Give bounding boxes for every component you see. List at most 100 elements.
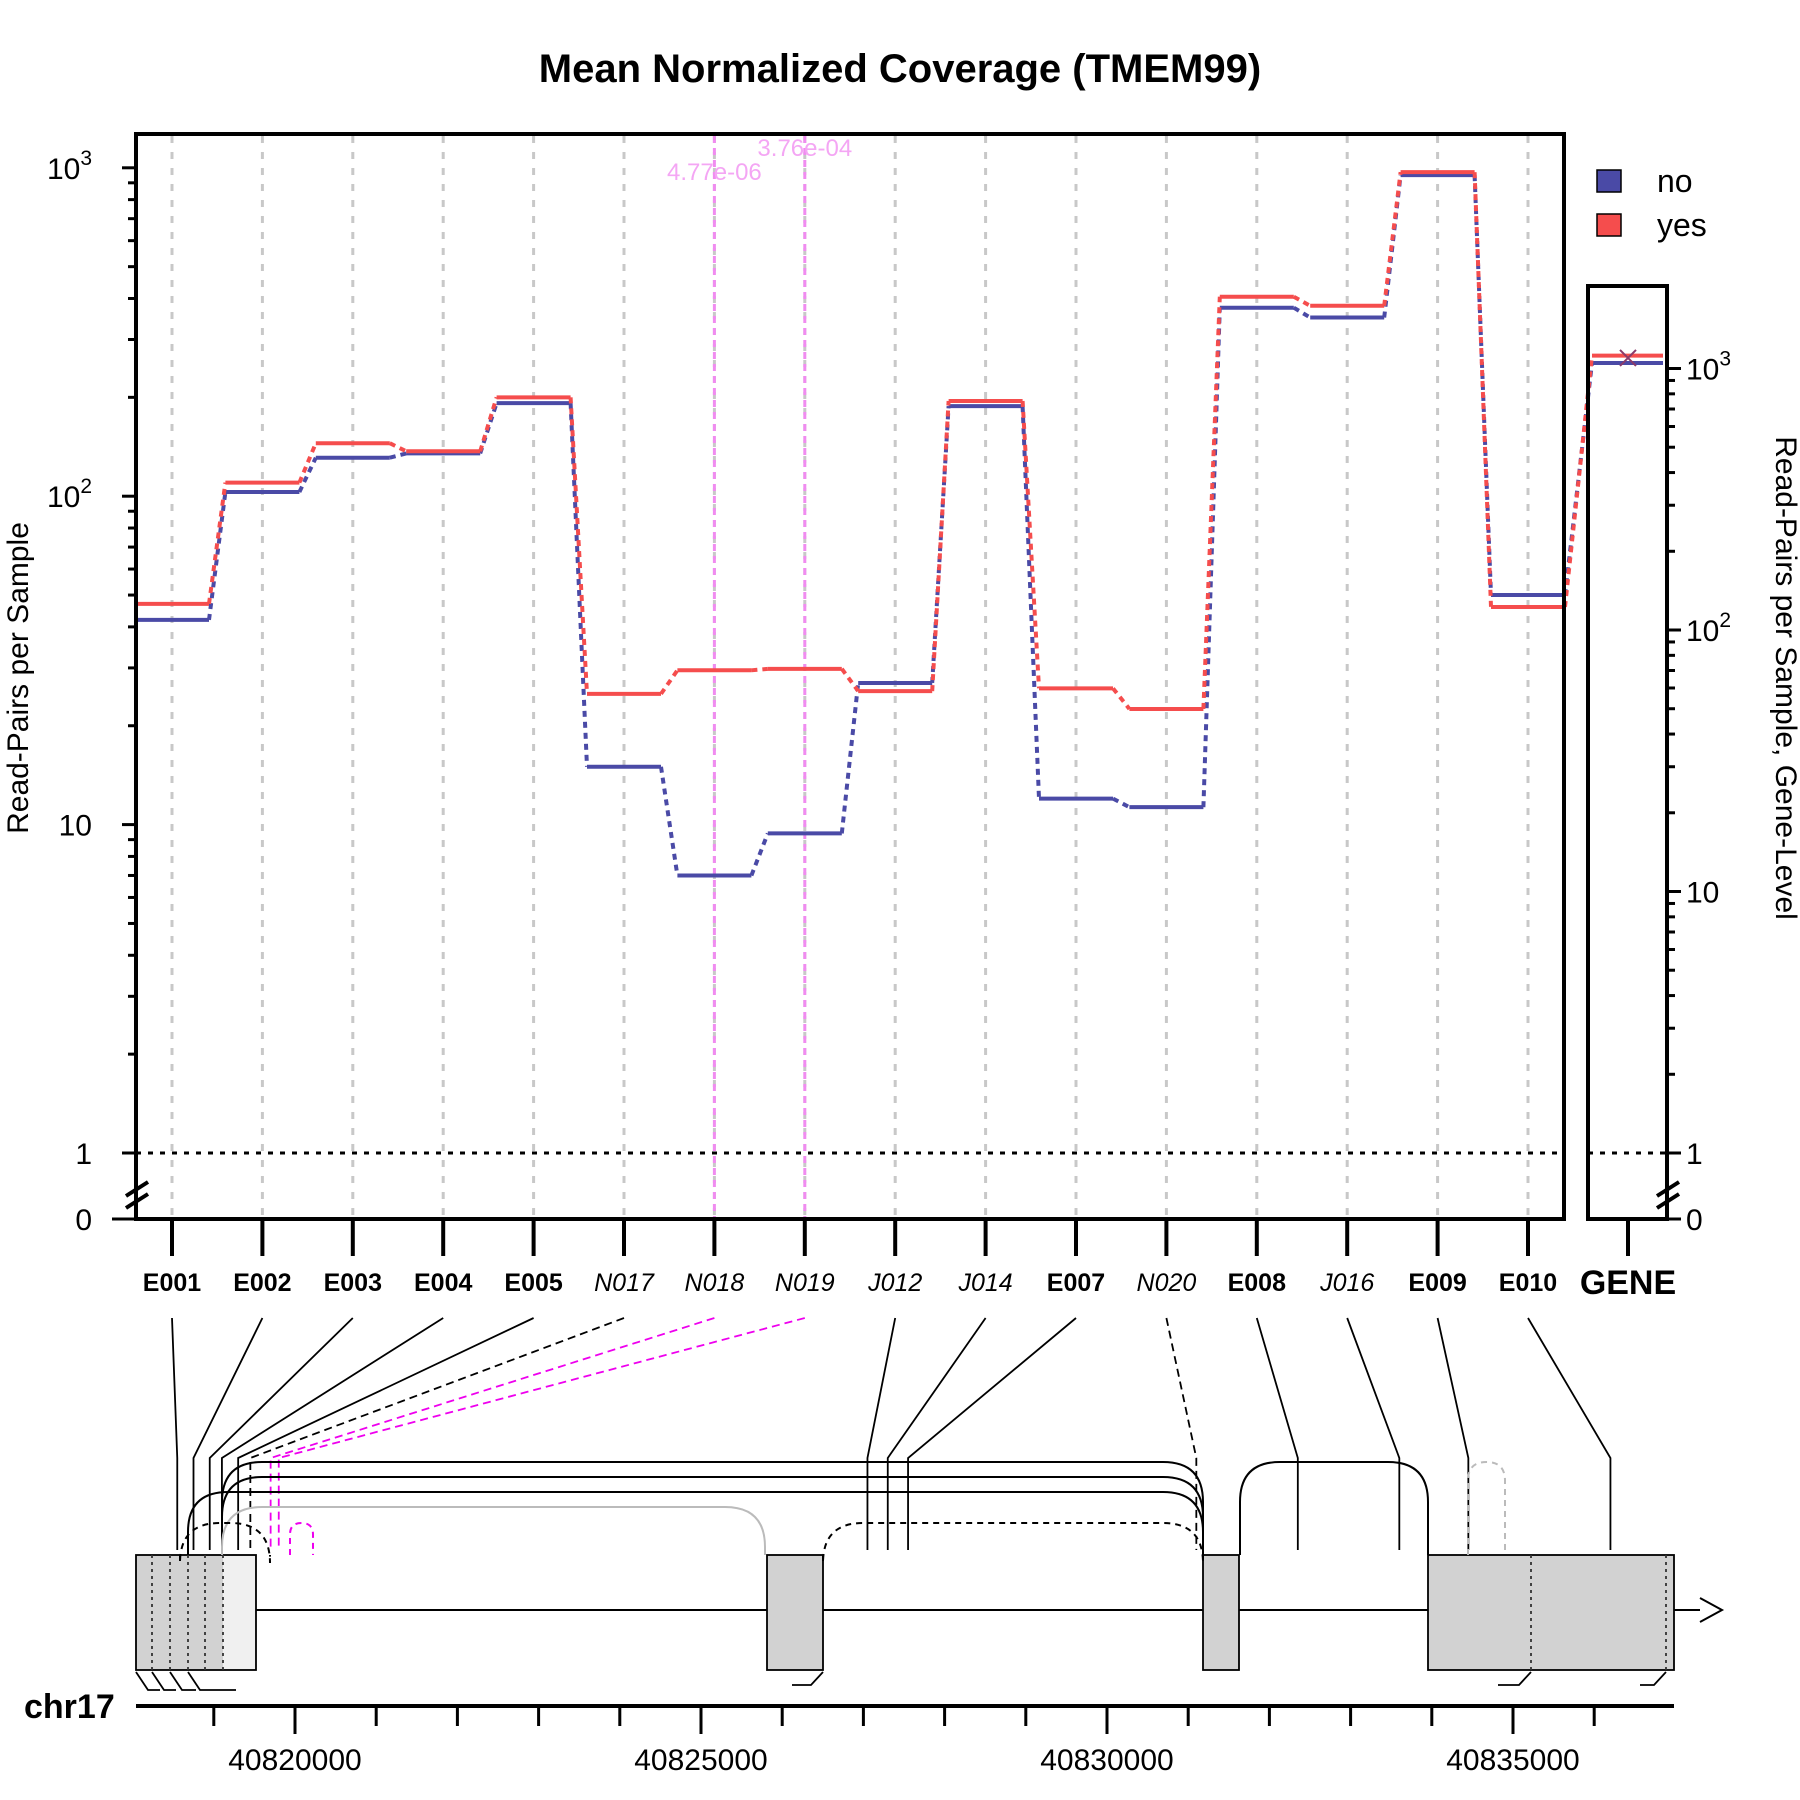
- feature-connector-e008: [1255, 1317, 1299, 1550]
- feature-connector-n018: [269, 1317, 715, 1550]
- gene-connector-no: [1563, 362, 1594, 596]
- junction-arc: [289, 1521, 314, 1555]
- junction-arc: [179, 1522, 271, 1564]
- series-layer: [135, 170, 1663, 878]
- feature-connector-e007: [907, 1317, 1077, 1550]
- connector-no-6: [749, 832, 770, 877]
- connector-yes-8: [930, 400, 951, 692]
- axis-break-right: [1655, 1180, 1681, 1210]
- feature-connector-n020: [1165, 1317, 1198, 1550]
- exon-foot: [187, 1671, 236, 1691]
- gene-plot-frame: [1586, 284, 1669, 1221]
- feature-label-n020: N020: [1137, 1269, 1197, 1297]
- exon-box: [766, 1554, 824, 1671]
- legend-swatch-no: [1596, 169, 1622, 193]
- connector-no-7: [839, 682, 861, 834]
- feature-connector-e009: [1436, 1317, 1470, 1550]
- feature-label-n018: N018: [685, 1269, 745, 1297]
- connector-no-9: [1020, 406, 1041, 799]
- connector-yes-0: [207, 482, 228, 605]
- gene-level-label: GENE: [1580, 1264, 1676, 1302]
- y-tick-label: 0: [75, 1204, 92, 1237]
- connector-no-1: [297, 456, 318, 493]
- main-plot-frame: [134, 132, 1566, 1221]
- connector-yes-9: [1020, 400, 1041, 689]
- chart-title: Mean Normalized Coverage (TMEM99): [539, 47, 1261, 91]
- feature-connector-e003: [208, 1317, 354, 1550]
- y-tick-label: 1: [75, 1138, 92, 1171]
- axis-break-left: [124, 1180, 150, 1210]
- junction-arc: [187, 1491, 1204, 1555]
- y-right-tick-label: 102: [1686, 609, 1731, 648]
- legend-label-no: no: [1657, 163, 1693, 199]
- feature-label-n017: N017: [594, 1269, 655, 1297]
- connector-yes-13: [1382, 171, 1403, 307]
- feature-connector-j016: [1346, 1317, 1401, 1550]
- y-right-tick-label: 0: [1686, 1204, 1703, 1237]
- connector-no-11: [1201, 307, 1222, 808]
- y-tick-label: 103: [47, 147, 92, 186]
- legend: no yes: [1596, 163, 1707, 243]
- feature-connector-e001: [171, 1317, 179, 1550]
- pvalue-label-n019: 3.76e-04: [757, 135, 852, 162]
- feature-label-e004: E004: [414, 1269, 472, 1297]
- y-tick-label: 102: [47, 475, 92, 514]
- connector-yes-6: [751, 666, 768, 673]
- feature-label-e010: E010: [1499, 1269, 1557, 1297]
- connector-yes-12: [1292, 294, 1312, 308]
- feature-label-n019: N019: [775, 1269, 835, 1297]
- junction-arc: [221, 1506, 766, 1555]
- feature-connector-j014: [886, 1317, 987, 1550]
- exon-foot: [169, 1671, 196, 1691]
- connector-yes-7: [840, 667, 860, 693]
- feature-label-e001: E001: [143, 1269, 201, 1297]
- y-axis-label: Read-Pairs per Sample: [2, 522, 35, 834]
- exon-foot: [151, 1671, 176, 1691]
- feature-label-j012: J012: [867, 1269, 922, 1297]
- exon-foot: [135, 1671, 160, 1691]
- junction-arc: [221, 1476, 1204, 1555]
- genome-tick-label: 40825000: [634, 1744, 767, 1777]
- connector-yes-10: [1111, 687, 1131, 711]
- feature-label-e003: E003: [324, 1269, 382, 1297]
- feature-label-j014: J014: [957, 1269, 1012, 1297]
- feature-axis: E001 E002 E003 E004 E005 N017 N018 N019 J012 J014…: [112, 1217, 1676, 1302]
- feature-connector-e010: [1527, 1317, 1612, 1550]
- significance-markers: 4.77e-063.76e-04: [667, 135, 852, 1219]
- series-yes: [135, 170, 1565, 711]
- feature-label-j016: J016: [1319, 1269, 1374, 1297]
- genome-tick-label: 40830000: [1040, 1744, 1173, 1777]
- connector-yes-3: [478, 396, 499, 452]
- series-no: [135, 173, 1565, 878]
- exon-box: [1427, 1554, 1675, 1671]
- feature-label-e007: E007: [1047, 1269, 1105, 1297]
- connector-yes-2: [388, 441, 408, 454]
- chromosome-label: chr17: [24, 1688, 115, 1726]
- legend-swatch-yes: [1596, 213, 1622, 237]
- connector-yes-11: [1201, 296, 1222, 710]
- feature-connector-n017: [249, 1317, 625, 1550]
- junction-arc: [221, 1461, 1204, 1555]
- legend-label-yes: yes: [1657, 207, 1707, 243]
- connector-no-12: [1292, 305, 1312, 320]
- feature-label-e002: E002: [233, 1269, 291, 1297]
- y-right-tick-label: 103: [1686, 348, 1731, 387]
- exon-box: [1202, 1554, 1240, 1671]
- feature-label-e008: E008: [1228, 1269, 1286, 1297]
- exon-foot: [1640, 1671, 1667, 1686]
- junction-arc: [822, 1522, 1204, 1564]
- feature-connector-e005: [237, 1317, 534, 1550]
- feature-label-e009: E009: [1408, 1269, 1466, 1297]
- feature-connector-n019: [277, 1317, 806, 1550]
- genome-tick-label: 40835000: [1446, 1744, 1579, 1777]
- connector-no-5: [659, 766, 680, 876]
- gene-model: [135, 1317, 1725, 1691]
- genome-tick-label: 40820000: [228, 1744, 361, 1777]
- y-right-tick-label: 1: [1686, 1138, 1703, 1171]
- connector-no-10: [1112, 796, 1131, 809]
- connector-yes-4: [568, 397, 589, 695]
- y-tick-label: 10: [59, 810, 92, 843]
- exon-box-light: [223, 1556, 255, 1669]
- connector-no-2: [389, 451, 407, 460]
- connector-yes-5: [659, 669, 680, 696]
